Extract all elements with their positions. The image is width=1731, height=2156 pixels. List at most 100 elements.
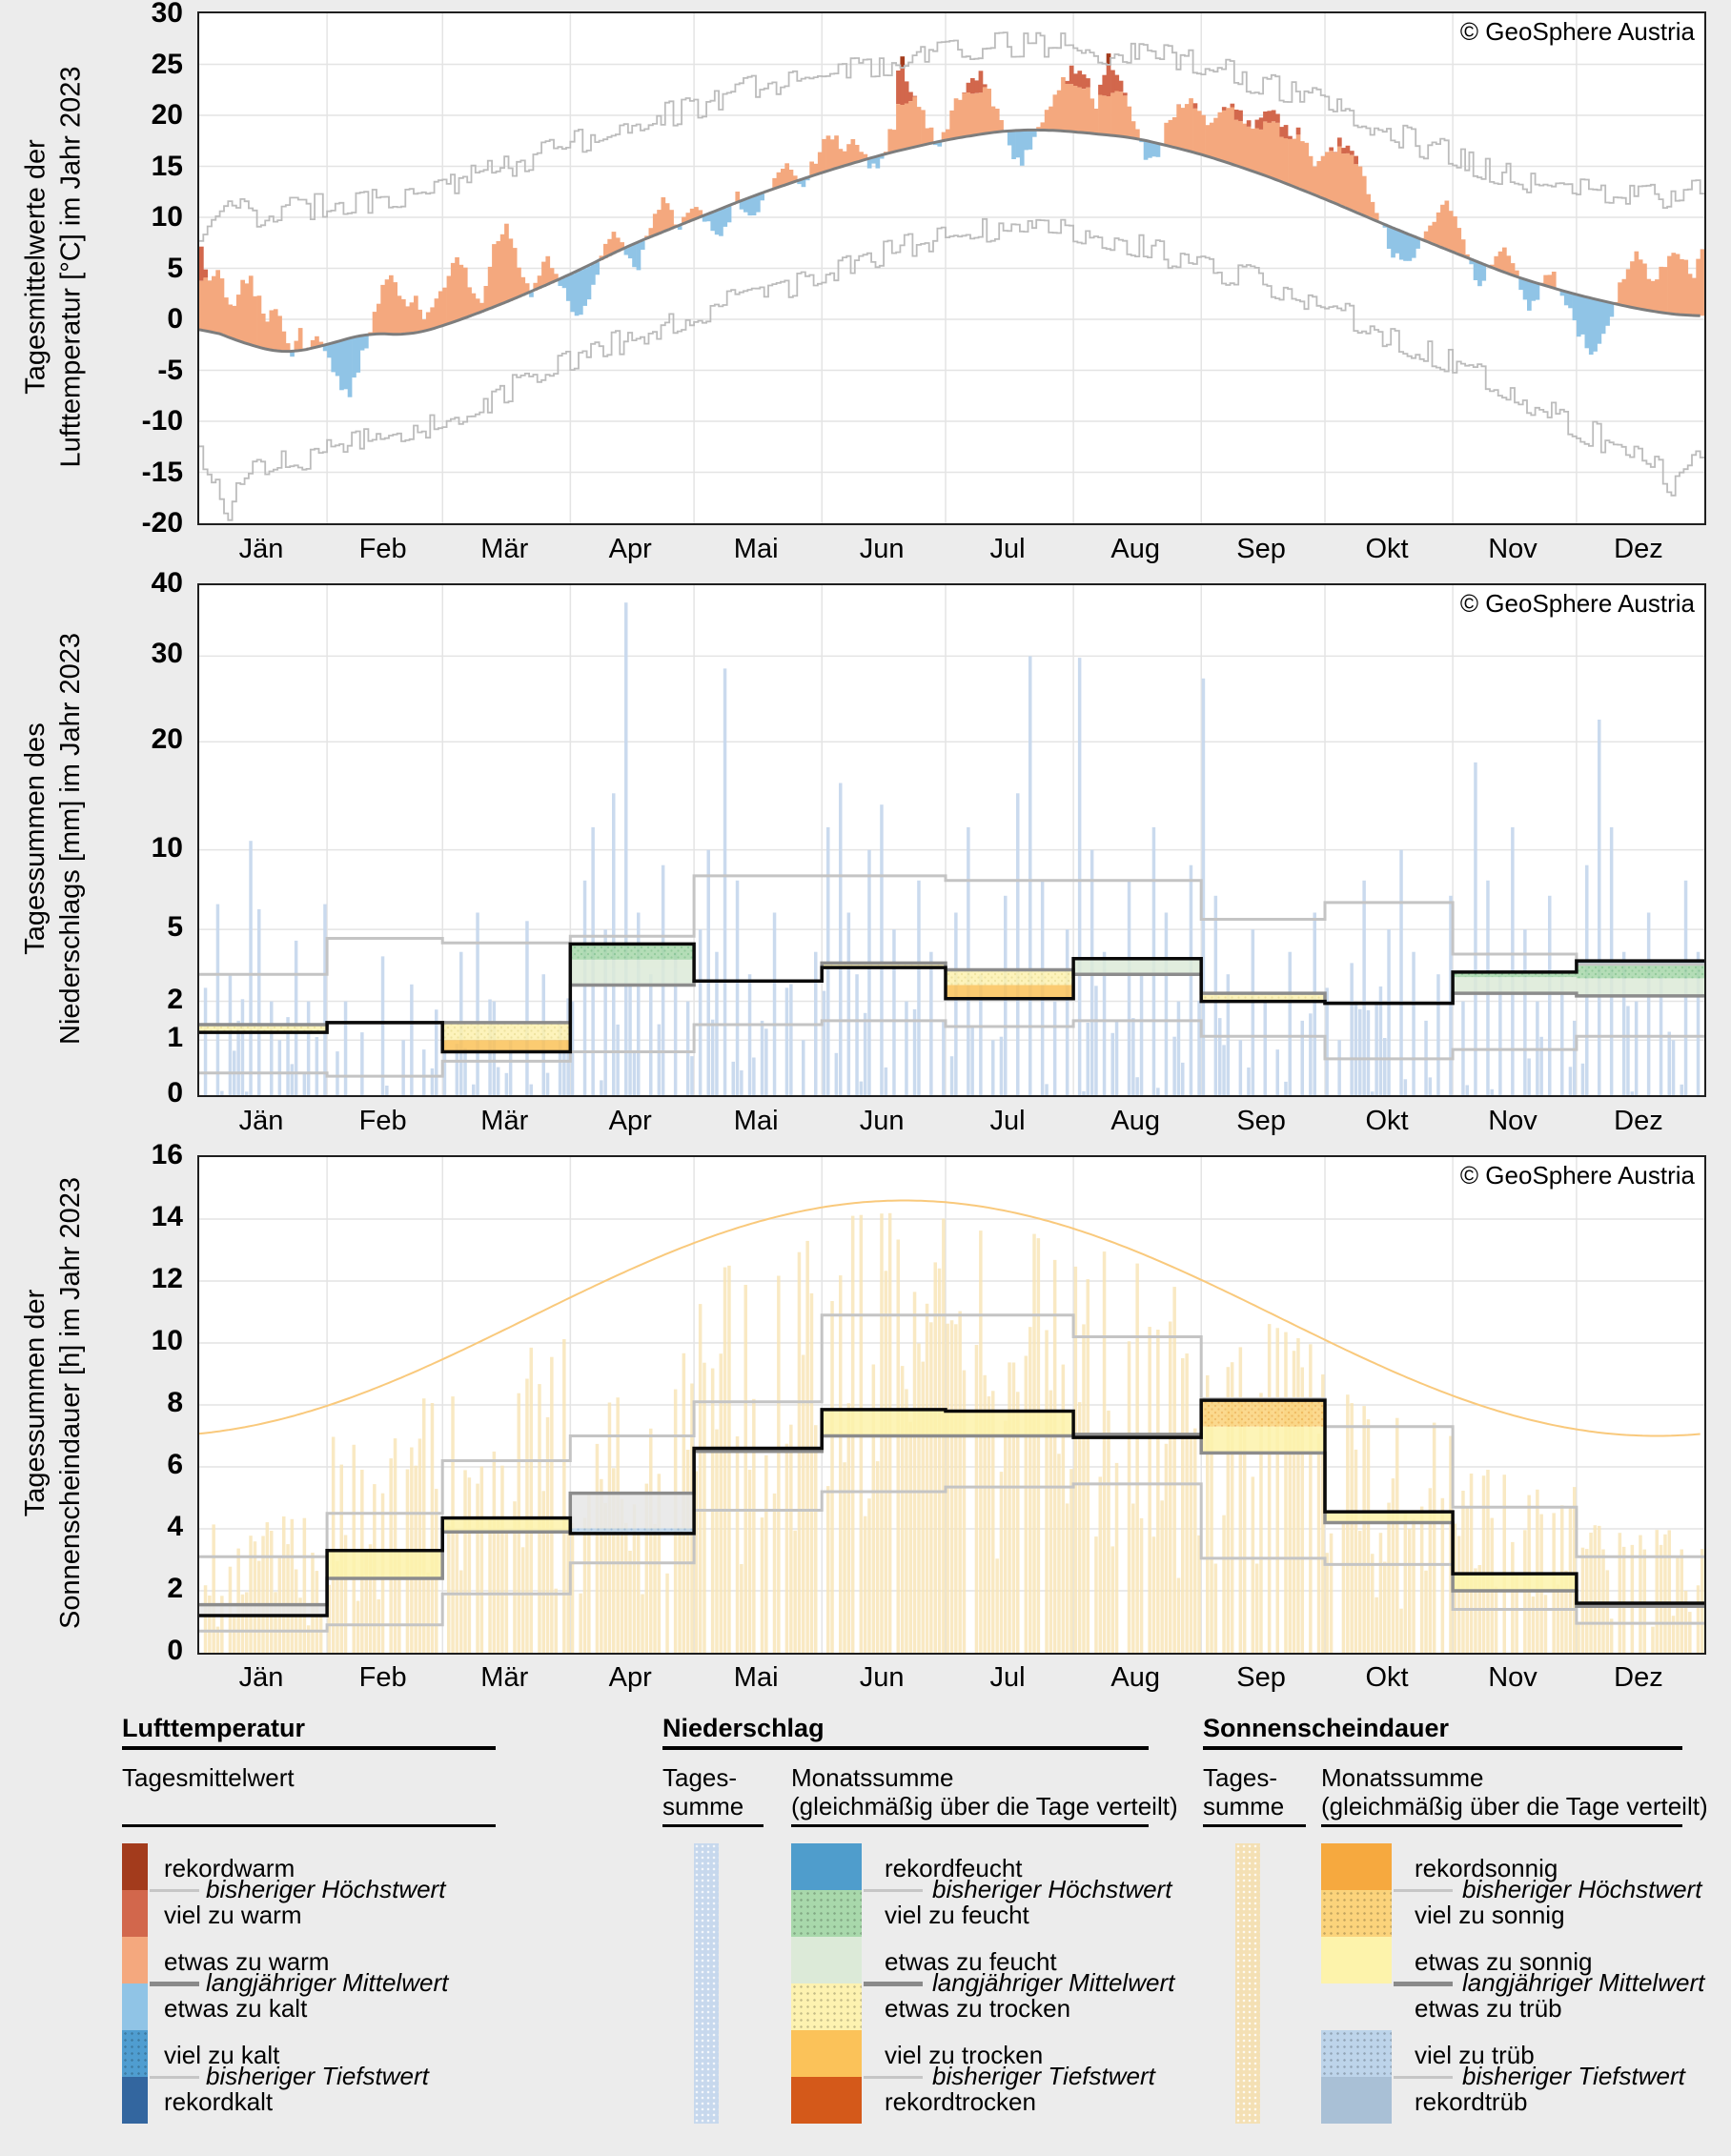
legend-label-viel-zu-kalt: viel zu kalt <box>164 2041 280 2069</box>
legend-ref-line <box>1394 1982 1453 1986</box>
legend-title-rule <box>1203 1746 1682 1750</box>
legend-label-viel-zu-trocken: viel zu trocken <box>885 2041 1044 2069</box>
legend-subheader: Tagesmittelwert <box>122 1763 295 1792</box>
legend-subheader-rule <box>122 1824 496 1827</box>
copyright-note: © GeoSphere Austria <box>1459 1161 1695 1190</box>
legend-ref-bisheriger-tiefstwert: bisheriger Tiefstwert <box>206 2062 429 2090</box>
month-label-Feb: Feb <box>358 1662 407 1693</box>
y-tick-10: 10 <box>151 1325 183 1356</box>
daily-temperature-bars <box>199 53 1704 397</box>
month-label-Jän: Jän <box>238 534 284 564</box>
month-label-Okt: Okt <box>1365 1662 1409 1693</box>
legend-ref-bisheriger-höchstwert: bisheriger Höchstwert <box>1462 1875 1702 1903</box>
monthly-record-high-line <box>199 874 1704 976</box>
sunshine-month-labels: Jän Feb Mär Apr Mai Jun Jul Aug Sep Okt Nov Dez <box>197 1662 1702 1700</box>
legend-ref-bisheriger-tiefstwert: bisheriger Tiefstwert <box>932 2062 1155 2090</box>
legend-ref-line <box>864 1889 923 1892</box>
month-label-Jul: Jul <box>989 534 1026 564</box>
month-label-Jul: Jul <box>989 1106 1026 1136</box>
month-label-Aug: Aug <box>1110 534 1160 564</box>
legend-ref-line <box>864 2076 923 2079</box>
legend-ref-line <box>864 1982 923 1986</box>
legend-swatch-etwas-zu-sonnig <box>1321 1937 1392 1983</box>
legend-label-rekordtrocken: rekordtrocken <box>885 2087 1036 2116</box>
month-label-Jun: Jun <box>859 1662 905 1693</box>
month-label-Dez: Dez <box>1614 534 1663 564</box>
legend-subheader: Monatssumme (gleichmäßig über die Tage ve… <box>791 1763 1178 1820</box>
legend-swatch-viel-zu-kalt <box>122 2030 148 2077</box>
legend-ref-bisheriger-höchstwert: bisheriger Höchstwert <box>206 1875 446 1903</box>
temperature-plot-area: © GeoSphere Austria <box>197 11 1706 525</box>
month-label-Dez: Dez <box>1614 1662 1663 1693</box>
y-tick-2: 2 <box>167 983 183 1015</box>
y-tick-10: 10 <box>151 831 183 864</box>
legend-daily-bar-swatch <box>1235 1843 1260 2124</box>
month-label-Okt: Okt <box>1365 534 1409 564</box>
legend-ref-langjähriger-mittelwert: langjähriger Mittelwert <box>1462 1968 1705 1997</box>
legend-swatch-etwas-zu-warm <box>122 1937 148 1983</box>
month-label-Dez: Dez <box>1614 1106 1663 1136</box>
y-tick--5: -5 <box>157 354 183 386</box>
legend-swatch-rekordtrocken <box>791 2077 862 2124</box>
month-label-Okt: Okt <box>1365 1106 1409 1136</box>
legend-label-rekordfeucht: rekordfeucht <box>885 1854 1023 1882</box>
legend-label-viel-zu-feucht: viel zu feucht <box>885 1901 1029 1929</box>
sunshine-y-axis-ticks: 16 14 12 10 8 6 4 2 0 <box>0 1139 191 1666</box>
daily-precipitation-bars <box>203 602 1700 1095</box>
legend-label-viel-zu-trüb: viel zu trüb <box>1415 2041 1535 2069</box>
y-tick-16: 16 <box>151 1139 183 1170</box>
legend-daily-bar-swatch <box>694 1843 719 2124</box>
month-label-Sep: Sep <box>1236 534 1286 564</box>
y-tick-5: 5 <box>167 252 183 284</box>
month-label-Sep: Sep <box>1236 1662 1286 1693</box>
y-tick-15: 15 <box>151 150 183 182</box>
month-label-Sep: Sep <box>1236 1106 1286 1136</box>
month-label-Jun: Jun <box>859 534 905 564</box>
month-label-Mär: Mär <box>480 1106 529 1136</box>
y-tick-20: 20 <box>151 99 183 131</box>
longterm-mean-curve <box>199 128 1700 354</box>
monthly-2023-line <box>199 1398 1704 1617</box>
precipitation-chart-svg <box>199 585 1704 1095</box>
y-tick-25: 25 <box>151 48 183 80</box>
monthly-2023-line <box>199 942 1704 1054</box>
y-tick--10: -10 <box>141 405 183 437</box>
temperature-panel: Tagesmittelwerte der Lufttemperatur [°C]… <box>0 0 1731 579</box>
y-tick-1: 1 <box>167 1022 183 1054</box>
temperature-y-axis-ticks: 30 25 20 15 10 5 0 -5 -10 -15 -20 <box>0 0 191 539</box>
y-tick-40: 40 <box>151 567 183 599</box>
legend-label-etwas-zu-trüb: etwas zu trüb <box>1415 1994 1562 2023</box>
precipitation-panel: Tagessummen des Niederschlags [mm] im Ja… <box>0 567 1731 1150</box>
month-label-Mär: Mär <box>480 1662 529 1693</box>
monthly-record-high-line <box>199 1313 1704 1558</box>
legend-ref-line <box>150 1982 199 1986</box>
legend-title-lufttemperatur: Lufttemperatur <box>122 1714 306 1742</box>
record-high-line <box>199 31 1704 242</box>
legend-ref-line <box>1394 1889 1453 1892</box>
record-low-line <box>199 217 1704 521</box>
legend-swatch-rekordfeucht <box>791 1843 862 1890</box>
month-label-Aug: Aug <box>1110 1106 1160 1136</box>
legend-swatch-viel-zu-warm <box>122 1890 148 1937</box>
legend-swatch-viel-zu-trüb <box>1321 2030 1392 2077</box>
legend-swatch-etwas-zu-trocken <box>791 1983 862 2030</box>
precipitation-month-labels: Jän Feb Mär Apr Mai Jun Jul Aug Sep Okt Nov Dez <box>197 1106 1702 1144</box>
legend-ref-langjähriger-mittelwert: langjähriger Mittelwert <box>932 1968 1175 1997</box>
month-label-Feb: Feb <box>358 534 407 564</box>
y-tick-8: 8 <box>167 1387 183 1418</box>
y-tick-12: 12 <box>151 1263 183 1294</box>
y-tick-14: 14 <box>151 1201 183 1232</box>
y-tick-20: 20 <box>151 723 183 756</box>
legend-label-etwas-zu-kalt: etwas zu kalt <box>164 1994 308 2023</box>
y-tick-4: 4 <box>167 1511 183 1542</box>
y-tick--15: -15 <box>141 456 183 488</box>
legend-ref-bisheriger-höchstwert: bisheriger Höchstwert <box>932 1875 1172 1903</box>
legend-subheader-rule <box>1203 1824 1306 1827</box>
legend-label-rekordkalt: rekordkalt <box>164 2087 274 2116</box>
legend-subheader: Tages-summe <box>662 1763 744 1820</box>
legend-swatch-viel-zu-feucht <box>791 1890 862 1937</box>
sunshine-chart-svg <box>199 1157 1704 1653</box>
legend-swatch-viel-zu-trocken <box>791 2030 862 2077</box>
sunshine-plot-area: © GeoSphere Austria <box>197 1155 1706 1655</box>
y-tick-2: 2 <box>167 1573 183 1604</box>
